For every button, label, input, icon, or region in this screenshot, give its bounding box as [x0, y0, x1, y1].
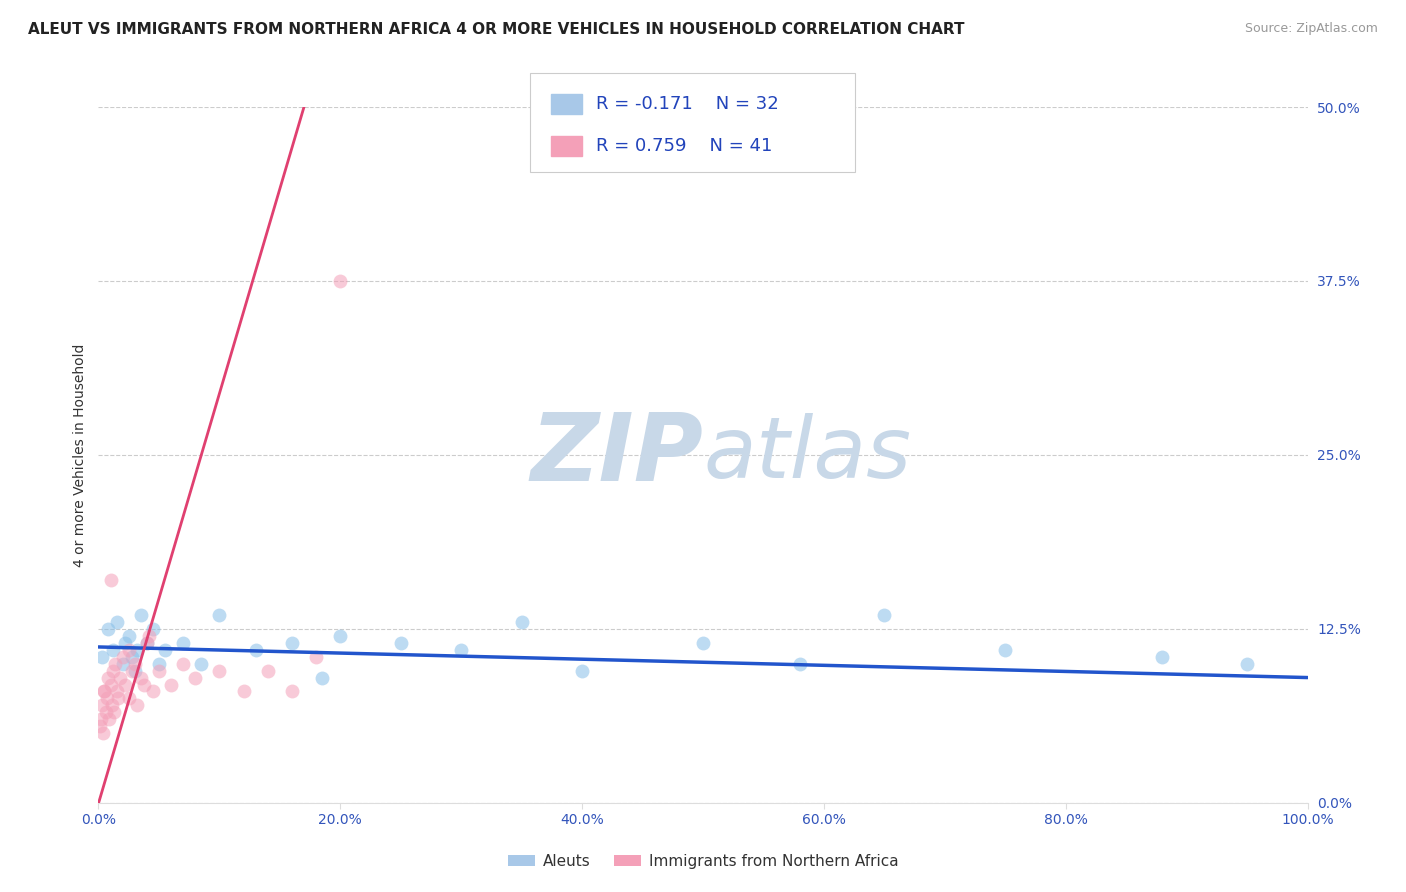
Point — [118, 629, 141, 643]
Point — [281, 636, 304, 650]
Point — [142, 684, 165, 698]
Point — [107, 691, 129, 706]
Point — [692, 636, 714, 650]
Point — [89, 719, 111, 733]
Text: ZIP: ZIP — [530, 409, 703, 501]
Text: R = 0.759    N = 41: R = 0.759 N = 41 — [596, 137, 772, 155]
Point — [142, 622, 165, 636]
Point — [121, 664, 143, 678]
Point — [190, 657, 212, 671]
Point — [100, 677, 122, 691]
Point — [281, 684, 304, 698]
Point — [208, 607, 231, 622]
Point — [329, 629, 352, 643]
Point — [129, 607, 152, 622]
Point — [184, 671, 207, 685]
Point — [98, 712, 121, 726]
Point — [91, 649, 114, 664]
Text: R = -0.171    N = 32: R = -0.171 N = 32 — [596, 95, 779, 113]
Point — [111, 649, 134, 664]
Point — [305, 649, 328, 664]
Point — [135, 636, 157, 650]
Point — [994, 642, 1017, 657]
Point — [101, 642, 124, 657]
Point — [108, 671, 131, 685]
Point — [789, 657, 811, 671]
Point — [510, 615, 533, 629]
Point — [873, 607, 896, 622]
Point — [148, 657, 170, 671]
Point — [93, 684, 115, 698]
Point — [129, 671, 152, 685]
Point — [135, 636, 157, 650]
Point — [256, 664, 278, 678]
Point — [134, 677, 156, 691]
Point — [245, 642, 267, 657]
Point — [311, 671, 333, 685]
Point — [571, 664, 593, 678]
Point — [91, 698, 114, 713]
Point — [127, 642, 149, 657]
Point — [124, 657, 146, 671]
Point — [103, 706, 125, 720]
Point — [1152, 649, 1174, 664]
Point — [96, 691, 118, 706]
Point — [329, 274, 352, 288]
Point — [1236, 657, 1258, 671]
Point — [389, 636, 412, 650]
Point — [90, 712, 112, 726]
Point — [450, 642, 472, 657]
Point — [94, 706, 117, 720]
Point — [91, 726, 114, 740]
Point — [208, 664, 231, 678]
Text: ALEUT VS IMMIGRANTS FROM NORTHERN AFRICA 4 OR MORE VEHICLES IN HOUSEHOLD CORRELA: ALEUT VS IMMIGRANTS FROM NORTHERN AFRICA… — [28, 22, 965, 37]
Text: Source: ZipAtlas.com: Source: ZipAtlas.com — [1244, 22, 1378, 36]
Point — [148, 664, 170, 678]
Y-axis label: 4 or more Vehicles in Household: 4 or more Vehicles in Household — [73, 343, 87, 566]
Point — [138, 629, 160, 643]
Point — [127, 698, 149, 713]
Point — [172, 657, 194, 671]
Legend: Aleuts, Immigrants from Northern Africa: Aleuts, Immigrants from Northern Africa — [502, 848, 904, 875]
Point — [160, 677, 183, 691]
Point — [97, 671, 120, 685]
Point — [100, 573, 122, 587]
Text: atlas: atlas — [703, 413, 911, 497]
Point — [101, 664, 124, 678]
Point — [121, 649, 143, 664]
Point — [97, 622, 120, 636]
Point — [118, 642, 141, 657]
Point — [104, 657, 127, 671]
Point — [232, 684, 254, 698]
Point — [93, 684, 115, 698]
Point — [105, 615, 128, 629]
Point — [114, 636, 136, 650]
Point — [111, 657, 134, 671]
Point — [124, 664, 146, 678]
Point — [118, 691, 141, 706]
Point — [114, 677, 136, 691]
Point — [105, 684, 128, 698]
Point — [100, 698, 122, 713]
Point — [172, 636, 194, 650]
Point — [153, 642, 176, 657]
